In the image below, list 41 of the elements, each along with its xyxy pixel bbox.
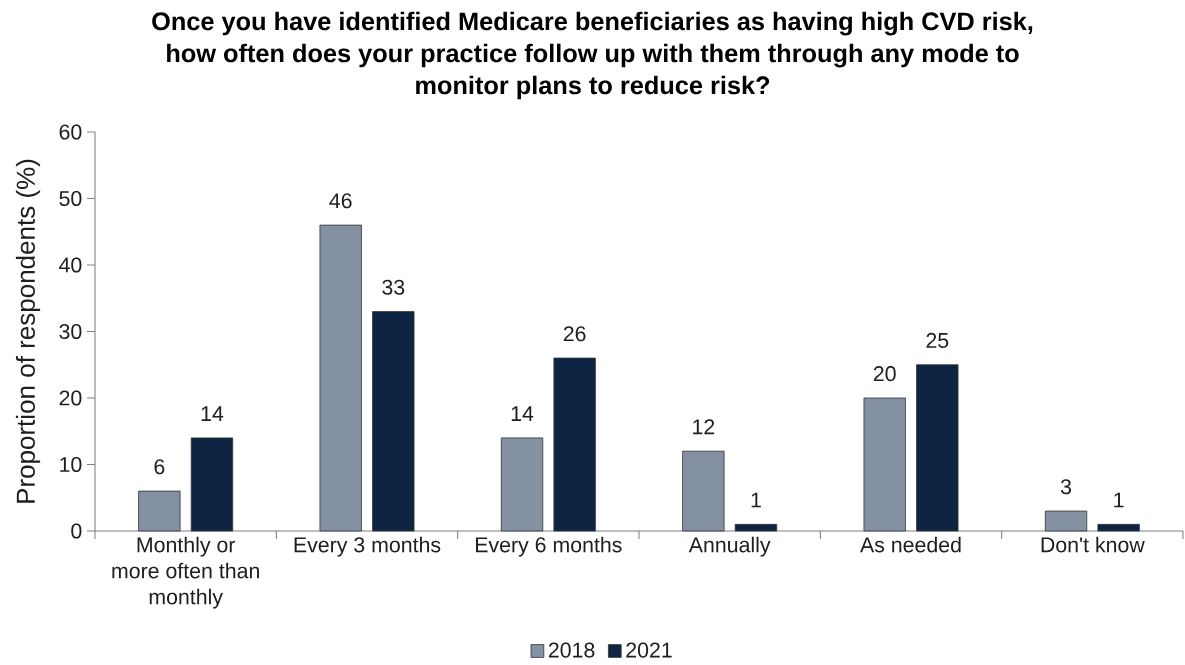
- x-tick-label: Every 6 months: [475, 536, 622, 557]
- data-label: 26: [563, 326, 586, 342]
- bar: [190, 437, 234, 532]
- bar: [138, 490, 181, 532]
- y-tick-label: 50: [59, 190, 82, 207]
- bar: [372, 311, 415, 532]
- x-tick-label: Annually: [688, 536, 771, 557]
- x-tick-label: Don't know: [1041, 536, 1145, 553]
- data-label: 3: [1060, 479, 1072, 495]
- y-tick-label: 10: [60, 456, 82, 473]
- legend-label: 2021: [626, 642, 672, 658]
- chart-title: Once you have identified Medicare beneficiaries as having high CVD risk, how often does your practice follow up with them through any mode to monitor plans to reduce risk?: [152, 11, 1033, 100]
- x-tick-label: As needed: [860, 536, 961, 553]
- bar: [863, 397, 906, 532]
- x-tick-label: Monthly or more often than monthly: [112, 536, 259, 609]
- y-tick-label: 0: [71, 523, 82, 539]
- y-tick-label: 20: [59, 390, 82, 406]
- data-label: 1: [751, 492, 761, 508]
- data-label: 1: [1114, 492, 1124, 508]
- bar: [319, 224, 362, 532]
- y-tick-label: 40: [59, 257, 82, 273]
- bar: [682, 450, 725, 532]
- legend-label: 2018: [548, 642, 595, 658]
- bar: [1097, 523, 1140, 532]
- data-label: 46: [329, 193, 352, 209]
- data-label: 14: [511, 406, 534, 421]
- bar: [734, 523, 778, 532]
- y-axis-title: Proportion of respondents (%): [15, 159, 41, 503]
- bar: [500, 437, 544, 532]
- bar: [1044, 510, 1088, 532]
- y-tick-label: 60: [59, 124, 82, 140]
- x-tick-label: Every 3 months: [294, 536, 441, 557]
- data-label: 20: [873, 366, 896, 382]
- bar: [916, 364, 959, 532]
- data-label: 6: [154, 459, 165, 475]
- bar: [553, 357, 596, 532]
- data-label: 14: [201, 406, 224, 421]
- data-label: 33: [382, 279, 405, 295]
- data-label: 12: [693, 419, 715, 435]
- y-tick-label: 30: [59, 323, 82, 340]
- data-label: 25: [926, 332, 949, 348]
